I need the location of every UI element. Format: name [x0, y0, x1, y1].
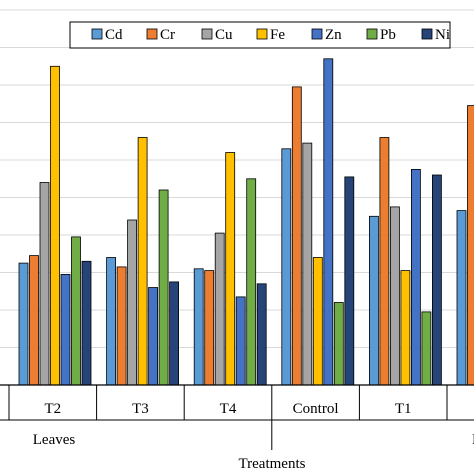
legend-swatch-cu: [201, 28, 213, 40]
bar-cr-6: [467, 105, 474, 386]
legend-swatch-ni: [421, 28, 433, 40]
bar-cu-2: [127, 219, 137, 386]
bar-cd-5: [368, 215, 379, 386]
bar-ni-3: [256, 283, 267, 386]
group-label: Leaves: [472, 432, 474, 448]
bar-cr-2: [116, 266, 127, 386]
bar-pb-2: [158, 189, 169, 386]
legend-swatch-cd: [91, 28, 103, 40]
x-tick-label: T1: [395, 401, 412, 417]
bar-cu-3: [214, 232, 225, 386]
bar-zn-1: [60, 273, 71, 386]
bar-zn-4: [323, 58, 334, 386]
x-tick-label: T3: [132, 401, 149, 417]
legend-label-cu: Cu: [215, 27, 233, 43]
bar-cd-3: [193, 268, 204, 386]
bar-fe-1: [50, 65, 60, 386]
bar-zn-5: [410, 168, 421, 386]
bar-fe-2: [137, 137, 148, 386]
x-axis-title: Treatments: [239, 456, 306, 472]
x-tick-label: Control: [293, 401, 339, 417]
bar-cd-2: [106, 257, 116, 386]
bar-cd-1: [18, 262, 29, 386]
bar-zn-2: [148, 287, 159, 386]
legend-label-ni: Ni: [435, 27, 450, 43]
bar-fe-3: [225, 152, 236, 386]
bar-cr-5: [379, 137, 390, 386]
bar-cr-1: [29, 255, 39, 386]
group-label: Leaves: [33, 432, 76, 448]
bar-cr-3: [204, 270, 215, 386]
bar-zn-3: [235, 296, 246, 386]
x-tick-label: T4: [220, 401, 237, 417]
legend-label-cr: Cr: [160, 27, 175, 43]
legend-swatch-zn: [311, 28, 323, 40]
bars: [18, 58, 474, 386]
group-labels: Leaves Leaves: [33, 432, 474, 448]
bar-cr-4: [291, 86, 302, 386]
legend: Cd Cr Cu Fe Zn Pb Ni: [69, 21, 451, 49]
x-tick-labels: T2T3T4ControlT1T2: [44, 401, 412, 417]
x-axis: [0, 384, 474, 450]
bar-ni-4: [344, 176, 355, 386]
x-tick-label: T2: [44, 401, 61, 417]
bar-cd-6: [456, 210, 467, 386]
bar-cd-4: [281, 148, 292, 386]
bar-pb-1: [71, 236, 81, 386]
legend-label-fe: Fe: [270, 27, 285, 43]
bar-cu-5: [389, 206, 400, 386]
bar-pb-5: [421, 311, 432, 386]
legend-label-cd: Cd: [105, 27, 123, 43]
bar-ni-2: [169, 281, 180, 386]
legend-swatch-cr: [146, 28, 158, 40]
legend-swatch-pb: [366, 28, 378, 40]
legend-label-zn: Zn: [325, 27, 342, 43]
bar-fe-4: [312, 257, 323, 386]
bar-ni-5: [431, 174, 442, 386]
legend-swatch-fe: [256, 28, 268, 40]
bar-cu-1: [39, 182, 50, 386]
legend-label-pb: Pb: [380, 27, 396, 43]
bar-ni-1: [81, 260, 92, 386]
bar-cu-4: [302, 142, 313, 386]
bar-pb-4: [333, 302, 344, 386]
bar-pb-3: [246, 178, 257, 386]
bar-fe-5: [400, 270, 411, 386]
